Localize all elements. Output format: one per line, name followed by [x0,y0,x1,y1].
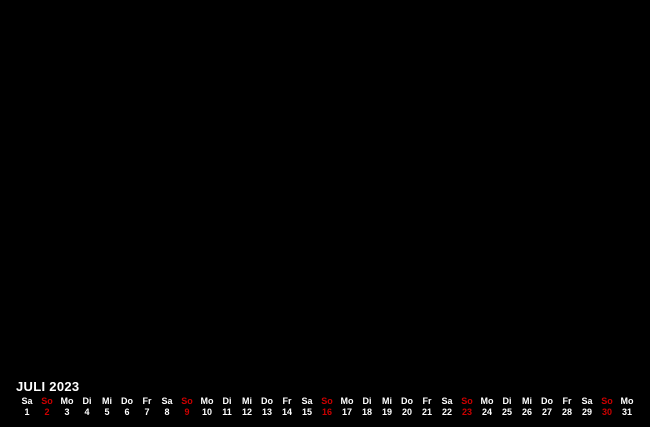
weekday-label: So [601,396,613,406]
weekday-label: Di [82,396,92,406]
calendar-day-column: Mo 31 [617,397,637,417]
weekday-label: Sa [21,396,33,406]
weekday-label: So [321,396,333,406]
date-number: 23 [461,407,472,417]
weekday-label: Do [261,396,273,406]
date-number: 12 [241,407,252,417]
weekday-label: Mo [60,396,74,406]
date-number: 9 [184,407,190,417]
date-number: 5 [104,407,110,417]
calendar-day-column: So 23 [457,397,477,417]
calendar-day-column: Do 27 [537,397,557,417]
calendar-day-column: Sa 1 [17,397,37,417]
date-number: 8 [164,407,170,417]
calendar-day-column: Do 6 [117,397,137,417]
calendar-day-column: Di 11 [217,397,237,417]
calendar-month-title: JULI 2023 [16,379,80,394]
calendar-day-column: Di 4 [77,397,97,417]
calendar-grid: Sa 1 So 2 Mo 3 Di 4 Mi 5 Do 6 Fr 7 Sa 8 So 9 Mo 10 Di 11 Mi 12 D… [17,397,637,417]
weekday-label: Sa [441,396,453,406]
calendar-day-column: Sa 15 [297,397,317,417]
weekday-label: Fr [142,396,152,406]
date-number: 3 [64,407,70,417]
weekday-label: Sa [301,396,313,406]
weekday-label: Mo [480,396,494,406]
calendar-day-column: Mo 10 [197,397,217,417]
weekday-label: Do [541,396,553,406]
calendar-day-column: So 9 [177,397,197,417]
calendar-day-column: Mo 17 [337,397,357,417]
calendar-day-column: Mi 12 [237,397,257,417]
weekday-label: Mi [242,396,252,406]
calendar-day-column: So 2 [37,397,57,417]
calendar-day-column: Sa 8 [157,397,177,417]
calendar-day-column: Di 18 [357,397,377,417]
date-number: 19 [381,407,392,417]
date-number: 21 [421,407,432,417]
calendar-day-column: So 30 [597,397,617,417]
calendar-day-column: Mi 5 [97,397,117,417]
calendar-day-column: Fr 14 [277,397,297,417]
weekday-label: Fr [562,396,572,406]
weekday-label: Di [362,396,372,406]
weekday-label: Do [121,396,133,406]
date-number: 15 [301,407,312,417]
date-number: 14 [281,407,292,417]
date-number: 4 [84,407,90,417]
date-number: 27 [541,407,552,417]
date-number: 25 [501,407,512,417]
date-number: 26 [521,407,532,417]
calendar-day-column: Di 25 [497,397,517,417]
weekday-label: Mi [382,396,392,406]
date-number: 1 [24,407,30,417]
weekday-label: Mo [340,396,354,406]
weekday-label: Mi [102,396,112,406]
weekday-label: Mo [620,396,634,406]
date-number: 2 [44,407,50,417]
weekday-label: Mi [522,396,532,406]
date-number: 20 [401,407,412,417]
weekday-label: Di [502,396,512,406]
weekday-label: Fr [282,396,292,406]
date-number: 17 [341,407,352,417]
weekday-label: Sa [161,396,173,406]
weekday-label: Di [222,396,232,406]
date-number: 30 [601,407,612,417]
date-number: 7 [144,407,150,417]
calendar-day-column: Do 13 [257,397,277,417]
calendar-day-column: Sa 29 [577,397,597,417]
weekday-label: Fr [422,396,432,406]
date-number: 28 [561,407,572,417]
calendar-day-column: So 16 [317,397,337,417]
calendar-day-column: Do 20 [397,397,417,417]
calendar-day-column: Fr 21 [417,397,437,417]
calendar-day-column: Mo 3 [57,397,77,417]
calendar-day-column: Fr 28 [557,397,577,417]
calendar-day-column: Sa 22 [437,397,457,417]
date-number: 29 [581,407,592,417]
calendar-day-column: Fr 7 [137,397,157,417]
date-number: 16 [321,407,332,417]
weekday-label: So [181,396,193,406]
calendar-day-column: Mi 26 [517,397,537,417]
weekday-label: So [461,396,473,406]
date-number: 11 [222,407,232,417]
date-number: 18 [361,407,372,417]
date-number: 13 [261,407,272,417]
weekday-label: Mo [200,396,214,406]
date-number: 31 [621,407,632,417]
calendar-day-column: Mo 24 [477,397,497,417]
weekday-label: Sa [581,396,593,406]
calendar: JULI 2023 Sa 1 So 2 Mo 3 Di 4 Mi 5 Do 6 Fr 7 Sa 8 So 9 Mo 1… [16,380,637,417]
date-number: 6 [124,407,130,417]
date-number: 22 [441,407,452,417]
date-number: 24 [481,407,492,417]
weekday-label: So [41,396,53,406]
date-number: 10 [201,407,212,417]
weekday-label: Do [401,396,413,406]
calendar-day-column: Mi 19 [377,397,397,417]
